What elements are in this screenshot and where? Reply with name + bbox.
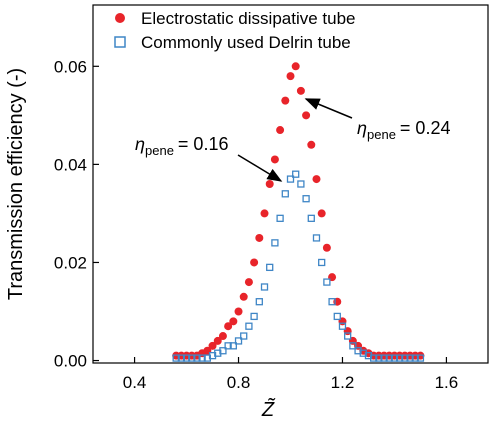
- point: [229, 342, 237, 350]
- annotation-subscript: pene: [367, 127, 396, 142]
- x-axis-label: Z̃: [261, 397, 276, 421]
- point: [281, 190, 289, 198]
- point: [224, 322, 233, 331]
- point: [266, 263, 274, 272]
- point: [322, 243, 331, 252]
- point: [240, 332, 248, 340]
- x-tick-label: 0.4: [123, 373, 147, 392]
- point: [250, 258, 259, 267]
- point: [213, 336, 222, 345]
- point: [265, 180, 274, 188]
- y-tick-label: 0.04: [54, 155, 87, 174]
- svg-text:ηpene= 0.24: ηpene = 0.24: [357, 118, 450, 142]
- annotation-arrow: [237, 154, 283, 182]
- point: [349, 342, 357, 350]
- point: [198, 354, 206, 362]
- point: [302, 195, 310, 203]
- annotation-subscript: pene: [145, 143, 174, 158]
- point: [177, 354, 186, 362]
- point: [193, 354, 201, 362]
- point: [188, 354, 196, 362]
- point: [239, 292, 248, 301]
- point: [375, 354, 383, 362]
- point: [234, 337, 243, 345]
- annotation-text: = 0.24: [400, 118, 451, 138]
- point: [291, 62, 300, 71]
- point: [344, 332, 352, 340]
- point: [411, 354, 419, 362]
- point: [297, 180, 305, 188]
- legend-label: Commonly used Delrin tube: [141, 33, 351, 52]
- point: [286, 72, 295, 81]
- point: [416, 354, 425, 362]
- point: [302, 111, 311, 120]
- point: [338, 322, 347, 330]
- y-tick-label: 0.02: [54, 253, 87, 272]
- point: [317, 209, 326, 218]
- annotation-text: = 0.16: [178, 134, 229, 154]
- annotation-symbol: η: [135, 134, 145, 154]
- point: [281, 96, 290, 105]
- point: [250, 312, 258, 321]
- point: [318, 258, 326, 267]
- point: [255, 298, 263, 306]
- annotation: ηpene = 0.24: [357, 118, 450, 142]
- svg-text:ηpene= 0.16: ηpene = 0.16: [135, 134, 228, 158]
- point: [208, 341, 217, 350]
- legend-label: Electrostatic dissipative tube: [141, 9, 356, 28]
- x-tick-label: 0.8: [227, 373, 251, 392]
- point: [385, 354, 393, 362]
- point: [218, 332, 227, 341]
- point: [380, 354, 388, 362]
- legend-marker: [114, 36, 126, 48]
- point: [244, 278, 253, 287]
- point: [245, 322, 253, 330]
- point: [401, 354, 409, 362]
- point: [328, 298, 336, 306]
- y-tick-label: 0.06: [54, 57, 87, 76]
- point: [270, 155, 279, 164]
- point: [395, 354, 404, 362]
- point: [219, 347, 227, 355]
- x-tick-label: 1.6: [435, 373, 459, 392]
- point: [333, 312, 341, 321]
- point: [390, 354, 399, 362]
- x-tick-label: 1.2: [331, 373, 355, 392]
- plot-frame: [92, 4, 489, 364]
- point: [255, 233, 264, 242]
- point: [260, 283, 269, 291]
- point: [296, 86, 305, 95]
- legend-marker: [115, 13, 125, 23]
- point: [172, 354, 180, 362]
- point: [234, 307, 243, 316]
- point: [312, 234, 321, 242]
- point: [182, 354, 191, 362]
- point: [286, 175, 295, 183]
- point: [307, 140, 316, 149]
- point: [312, 175, 321, 184]
- annotation: ηpene = 0.16: [135, 134, 228, 158]
- annotation-symbol: η: [357, 118, 367, 138]
- y-tick-label: 0.00: [54, 352, 87, 371]
- point: [276, 126, 285, 135]
- point: [260, 209, 269, 218]
- point: [224, 342, 232, 350]
- point: [406, 354, 414, 362]
- point: [307, 214, 315, 222]
- point: [323, 278, 331, 286]
- y-axis-label: Transmission efficiency (-): [5, 68, 27, 300]
- point: [370, 354, 378, 362]
- point: [276, 214, 284, 222]
- point: [229, 317, 238, 326]
- point: [292, 170, 300, 178]
- annotation-arrow: [304, 98, 353, 119]
- point: [271, 239, 279, 247]
